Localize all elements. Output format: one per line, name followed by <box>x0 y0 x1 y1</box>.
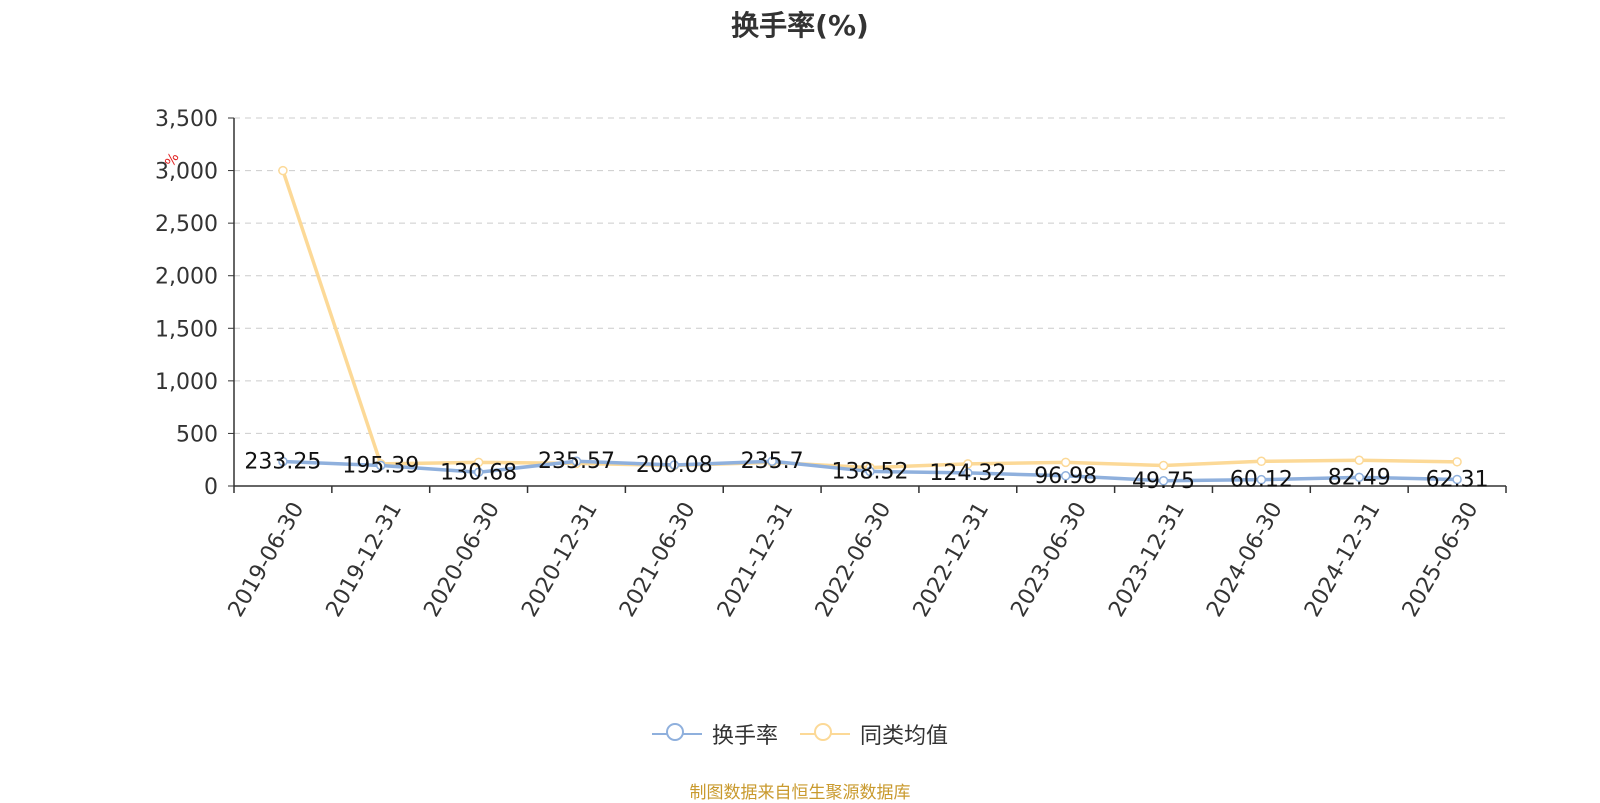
x-tick-label: 2021-12-31 <box>713 498 799 621</box>
x-tick-label: 2019-06-30 <box>224 498 310 621</box>
series-point <box>1158 476 1169 486</box>
series-point <box>963 459 973 469</box>
x-tick-label: 2020-06-30 <box>419 498 505 621</box>
series-point <box>1060 457 1071 468</box>
series-point <box>571 456 582 466</box>
data-label: 233.25 <box>244 449 321 474</box>
series-point <box>865 466 875 477</box>
data-label: 235.7 <box>741 449 804 474</box>
source-note: 制图数据来自恒生聚源数据库 <box>689 783 911 803</box>
axes <box>228 117 1507 493</box>
series-point <box>767 456 777 466</box>
x-tick-labels: 2019-06-30 2019-12-31 2020-06-30 2020-12-31… <box>224 498 1484 621</box>
series-point <box>963 468 973 478</box>
x-tick-label: 2024-06-30 <box>1202 498 1288 621</box>
series-point <box>669 460 680 470</box>
grid-lines <box>234 117 1506 434</box>
series-point <box>473 467 484 478</box>
y-tick-labels: 0 500 1,000 1,500 2,000 2,500 3,000 3,500 <box>155 107 218 500</box>
data-label: 138.52 <box>832 459 909 484</box>
legend-label-peer-average: 同类均值 <box>860 724 949 749</box>
x-tick-label: 2019-12-31 <box>322 498 408 621</box>
chart-title: 换手率(%) <box>731 9 869 42</box>
data-label: 49.75 <box>1132 469 1195 494</box>
x-tick-label: 2022-06-30 <box>811 498 897 621</box>
x-tick-label: 2023-12-31 <box>1104 498 1190 621</box>
y-tick-label: 1,500 <box>155 317 218 342</box>
y-tick-label: 2,000 <box>155 265 218 290</box>
series-point <box>278 165 288 176</box>
y-tick-label: 2,500 <box>155 212 218 237</box>
data-label: 200.08 <box>636 453 713 478</box>
series-point <box>1060 471 1071 481</box>
legend-marker-peer-average <box>800 722 850 746</box>
legend-item-turnover[interactable]: 换手率 <box>651 718 778 750</box>
x-tick-label: 2025-06-30 <box>1398 498 1484 621</box>
x-tick-label: 2021-06-30 <box>615 498 701 621</box>
series-point <box>473 457 484 468</box>
data-label: 235.57 <box>538 449 615 474</box>
series-point <box>376 460 386 471</box>
legend: 换手率 同类均值 <box>0 718 1600 750</box>
series-point <box>1158 460 1169 471</box>
x-tick-label: 2023-06-30 <box>1006 498 1092 621</box>
series-line <box>281 170 1458 470</box>
series-point <box>1354 472 1364 483</box>
y-tick-label: 3,500 <box>155 107 218 132</box>
series-point <box>278 456 288 467</box>
data-label: 195.39 <box>342 453 419 478</box>
series-point <box>1354 455 1364 465</box>
data-label: 82.49 <box>1328 465 1391 490</box>
y-tick-label: 500 <box>176 422 218 447</box>
x-tick-label: 2020-12-31 <box>517 498 603 621</box>
legend-label-turnover: 换手率 <box>711 724 778 749</box>
series-point <box>1256 456 1267 467</box>
line-chart: 0 500 1,000 1,500 2,000 2,500 3,000 3,500 2019-… <box>155 107 1507 621</box>
y-tick-label: 1,000 <box>155 370 218 395</box>
y-tick-label: 3,000 <box>155 160 218 185</box>
data-label: 62.31 <box>1426 467 1489 492</box>
data-label: 96.98 <box>1034 464 1097 489</box>
legend-marker-turnover <box>651 722 702 746</box>
data-label: 130.68 <box>440 460 517 485</box>
series-point <box>1452 474 1462 485</box>
data-label: 60.12 <box>1230 468 1293 493</box>
series-group <box>278 165 1462 486</box>
series-point <box>1452 457 1462 467</box>
x-tick-label: 2024-12-31 <box>1300 498 1386 621</box>
data-label: 124.32 <box>929 461 1006 486</box>
x-tick-label: 2022-12-31 <box>909 498 995 621</box>
y-tick-label: 0 <box>204 475 218 500</box>
data-labels: 233.25 195.39 130.68 235.57 200.08 235.7 138.5… <box>244 449 1488 494</box>
legend-item-peer-average[interactable]: 同类均值 <box>800 718 948 750</box>
series-point <box>1256 474 1267 485</box>
